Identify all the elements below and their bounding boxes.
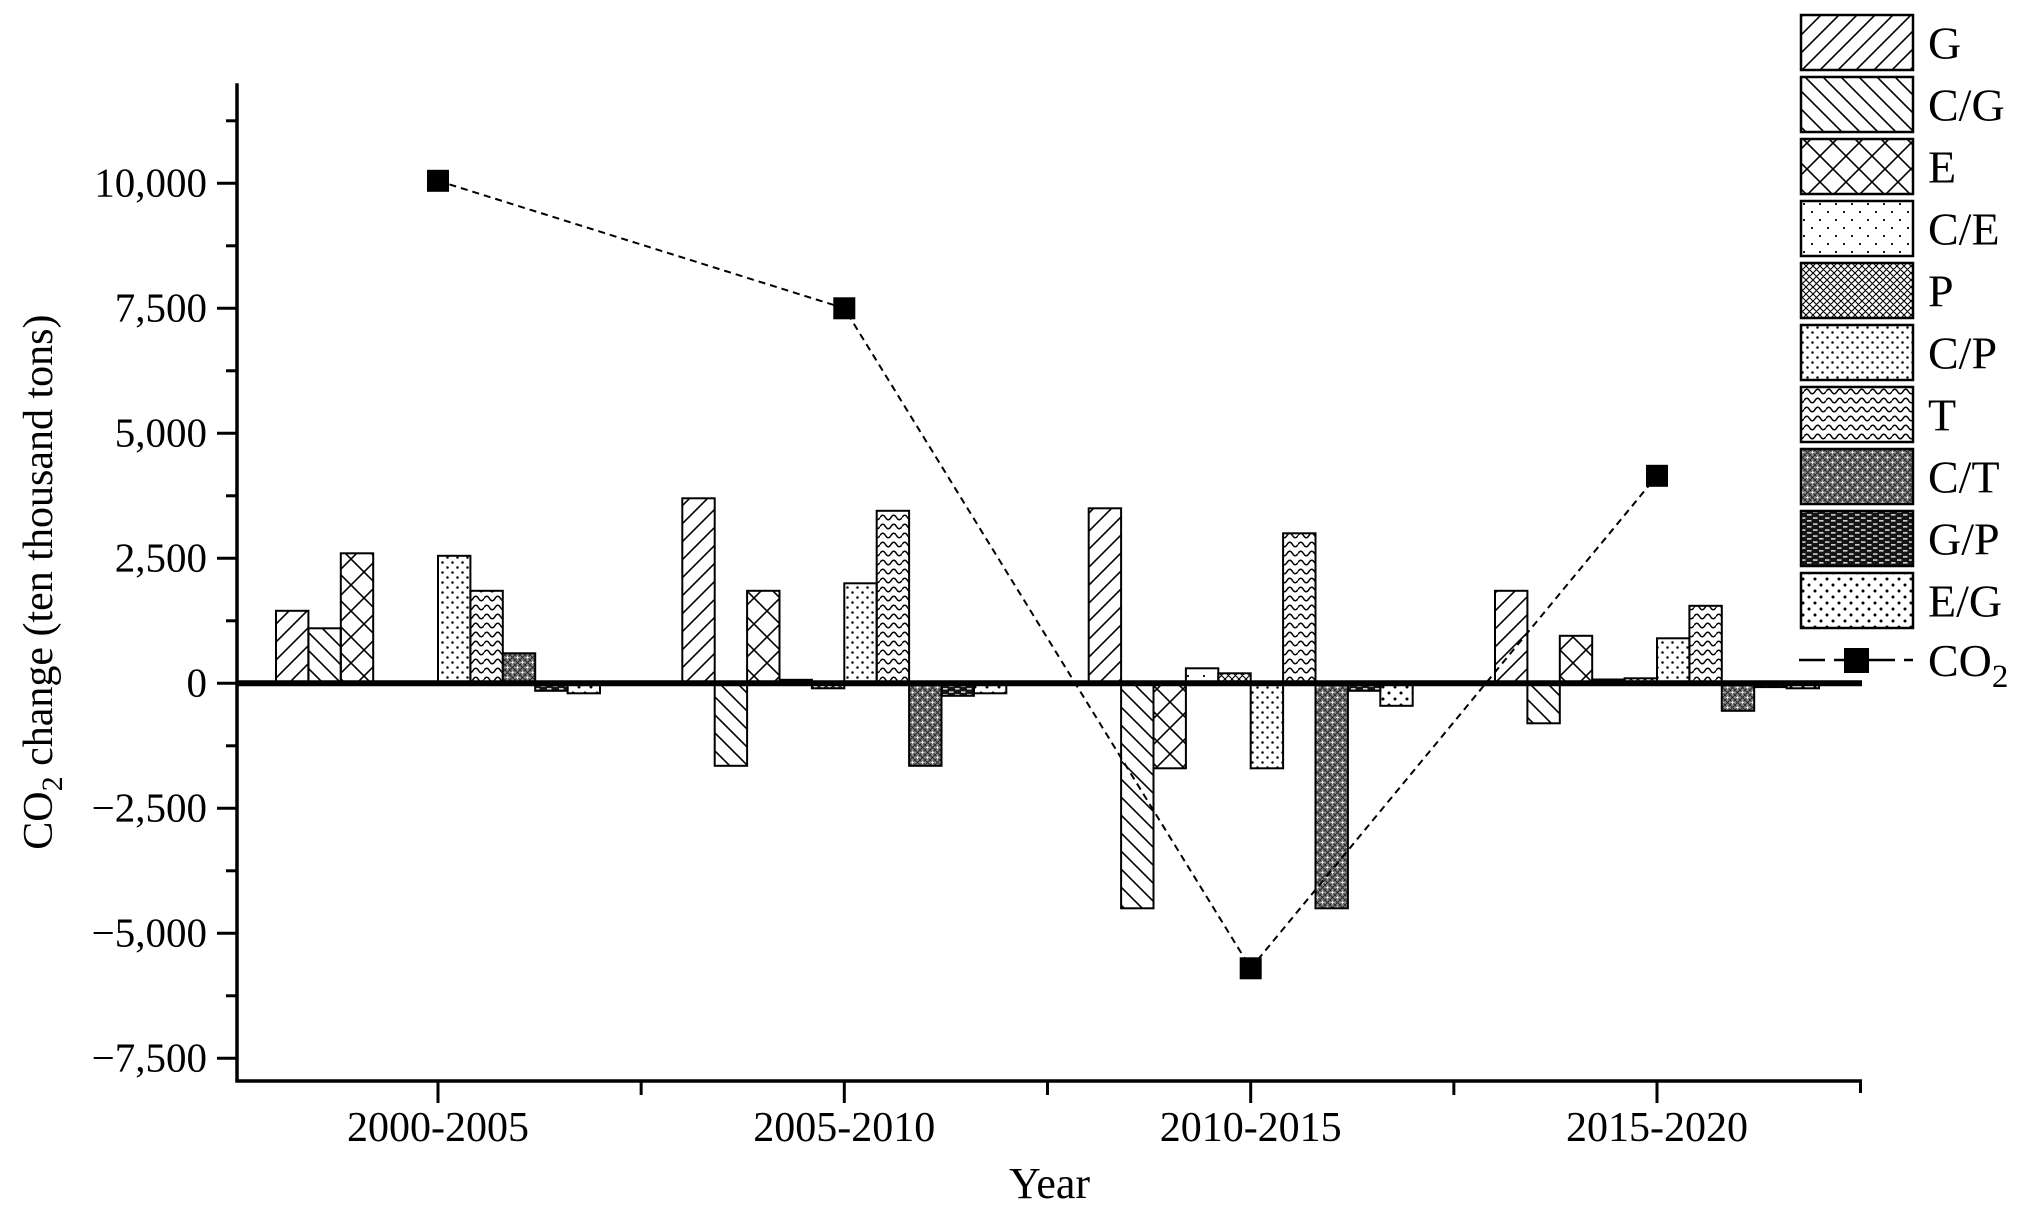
bar-C/T-2005-2010 bbox=[908, 682, 943, 767]
legend-swatch-C/T bbox=[1799, 447, 1915, 506]
legend-item-co2: CO2 bbox=[1799, 635, 2008, 695]
legend-label: C/T bbox=[1928, 452, 2000, 503]
legend-item-C/E: C/E bbox=[1799, 199, 2000, 258]
legend-swatch-T bbox=[1799, 385, 1915, 444]
legend-swatch-C/G bbox=[1799, 75, 1915, 134]
bar-E/G-2010-2015 bbox=[1379, 682, 1414, 707]
legend-item-G/P: G/P bbox=[1799, 509, 2000, 568]
y-tick-label: −5,000 bbox=[92, 909, 207, 955]
y-tick-label: −7,500 bbox=[92, 1034, 207, 1080]
x-tick-label: 2015-2020 bbox=[1566, 1105, 1748, 1151]
bar-T-2015-2020 bbox=[1688, 604, 1723, 685]
legend-item-C/T: C/T bbox=[1799, 447, 2000, 506]
legend-label: C/P bbox=[1928, 328, 1997, 379]
legend-label: E/G bbox=[1928, 576, 2002, 627]
x-axis-title: Year bbox=[1009, 1159, 1090, 1208]
bar-T-2010-2015 bbox=[1282, 532, 1317, 685]
x-axis: 2000-2005 2005-2010 2010-2015 2015-2020 Year bbox=[235, 1079, 1862, 1208]
legend-swatch-E bbox=[1799, 137, 1915, 196]
bar-C/T-2015-2020 bbox=[1720, 682, 1756, 712]
bar-T-2005-2010 bbox=[875, 509, 911, 685]
bar-C/G-2010-2015 bbox=[1120, 682, 1155, 910]
co2-line bbox=[437, 179, 1658, 971]
legend-item-P: P bbox=[1799, 261, 1954, 320]
legend-item-C/P: C/P bbox=[1799, 323, 1997, 382]
legend-item-T: T bbox=[1799, 385, 1956, 444]
bar-E-2010-2015 bbox=[1152, 682, 1187, 770]
legend-swatch-P bbox=[1799, 261, 1915, 320]
bar-C/G-2005-2010 bbox=[713, 682, 749, 767]
bar-C/T-2000-2005 bbox=[501, 652, 537, 685]
legend-label: C/G bbox=[1928, 80, 2005, 131]
legend-label: C/E bbox=[1928, 204, 2000, 255]
bar-G-2005-2010 bbox=[681, 497, 716, 685]
x-tick-label: 2000-2005 bbox=[347, 1105, 529, 1151]
legend-label: T bbox=[1928, 390, 1956, 441]
bar-G-2015-2020 bbox=[1494, 589, 1529, 685]
y-axis: −7,500 −5,000 −2,500 0 2,500 5,000 7,500 10,000 bbox=[92, 83, 239, 1081]
y-tick-label: 2,500 bbox=[115, 534, 207, 580]
bar-C/P-2015-2020 bbox=[1656, 637, 1691, 685]
legend-label-co2: CO2 bbox=[1928, 635, 2008, 695]
legend-swatch-C/E bbox=[1799, 199, 1915, 258]
bar-E-2005-2010 bbox=[746, 589, 781, 685]
legend-item-E/G: E/G bbox=[1799, 571, 2002, 630]
bar-E-2000-2005 bbox=[339, 552, 375, 685]
legend-swatch-E/G bbox=[1799, 571, 1915, 630]
co2-marker-2005-2010 bbox=[833, 297, 856, 320]
legend-item-G: G bbox=[1799, 13, 1961, 72]
bar-C/G-2000-2005 bbox=[307, 627, 342, 685]
y-tick-label: 0 bbox=[187, 659, 208, 705]
y-axis-title: CO2 change (ten thousand tons) bbox=[16, 315, 69, 850]
legend-item-E: E bbox=[1799, 137, 1956, 196]
co2-marker-2010-2015 bbox=[1239, 957, 1262, 980]
y-tick-label: 5,000 bbox=[115, 409, 207, 455]
bar-G-2000-2005 bbox=[275, 609, 310, 685]
bar-C/P-2010-2015 bbox=[1249, 682, 1285, 770]
legend-swatch-G/P bbox=[1799, 509, 1915, 568]
legend-swatch-C/P bbox=[1799, 323, 1915, 382]
legend-item-C/G: C/G bbox=[1799, 75, 2005, 134]
legend-label: E bbox=[1928, 142, 1956, 193]
bar-C/P-2005-2010 bbox=[843, 582, 878, 685]
bar-G-2010-2015 bbox=[1087, 507, 1123, 685]
bar-C/T-2010-2015 bbox=[1314, 682, 1349, 910]
x-tick-label: 2010-2015 bbox=[1160, 1105, 1342, 1151]
bar-T-2000-2005 bbox=[469, 589, 504, 685]
legend-label: G bbox=[1928, 18, 1961, 69]
legend-swatch-G bbox=[1799, 13, 1915, 72]
co2-line-series bbox=[427, 169, 1668, 980]
bars bbox=[275, 497, 1820, 910]
co2-marker-2015-2020 bbox=[1646, 464, 1668, 487]
legend-label: G/P bbox=[1928, 514, 2000, 565]
bar-C/G-2015-2020 bbox=[1526, 682, 1561, 725]
y-tick-label: 7,500 bbox=[115, 284, 207, 330]
x-tick-label: 2005-2010 bbox=[753, 1105, 935, 1151]
co2-marker-2000-2005 bbox=[427, 169, 449, 192]
legend-co2-marker bbox=[1844, 648, 1869, 673]
legend: G C/G E C/E P C/P T C/T G/P E/G CO2 bbox=[1799, 13, 2008, 695]
legend-label: P bbox=[1928, 266, 1954, 317]
bar-C/P-2000-2005 bbox=[437, 554, 472, 685]
bar-E-2015-2020 bbox=[1558, 634, 1594, 685]
y-tick-label: 10,000 bbox=[94, 159, 207, 205]
y-tick-label: −2,500 bbox=[92, 784, 207, 830]
